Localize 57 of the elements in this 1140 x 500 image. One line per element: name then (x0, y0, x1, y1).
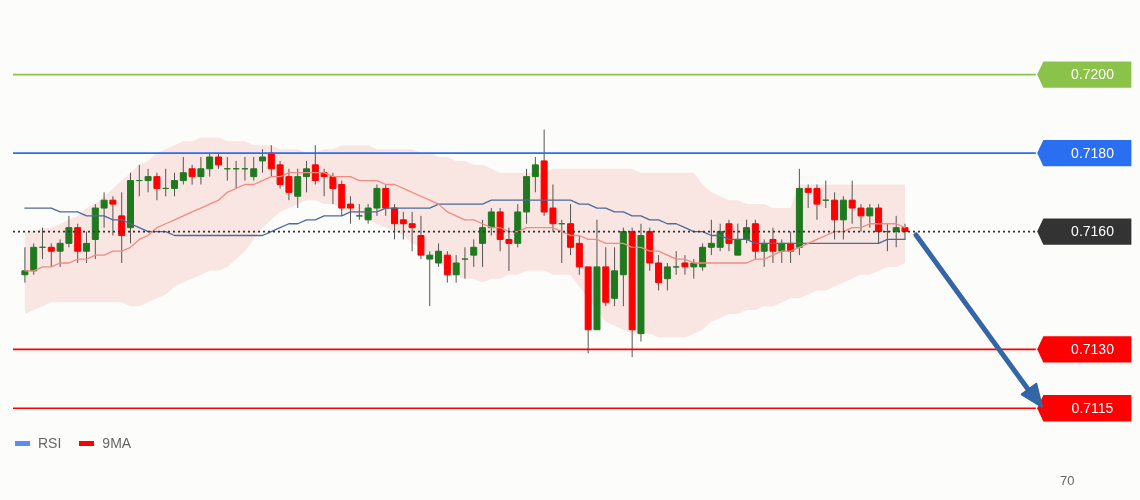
candlestick (734, 223, 742, 256)
legend-label: 9MA (102, 435, 132, 451)
candlestick (443, 250, 451, 284)
candlestick (487, 207, 495, 237)
candlestick (479, 219, 487, 268)
candlestick (461, 246, 469, 280)
y-tick-label: 0.7160 (1071, 223, 1115, 240)
candlestick (769, 227, 777, 264)
candlestick (21, 246, 29, 284)
candlestick (831, 191, 839, 240)
candlestick (892, 215, 900, 248)
candlestick (250, 156, 258, 182)
candlestick (707, 219, 715, 256)
y-tick-label: 0.7200 (1071, 66, 1115, 83)
candlestick (690, 258, 698, 280)
candlestick (672, 250, 680, 276)
candlestick (347, 195, 355, 225)
candlestick (435, 242, 443, 268)
y-tick-label: 0.7130 (1071, 340, 1115, 357)
candlestick (303, 160, 311, 193)
candlestick (575, 235, 583, 276)
candlestick (144, 168, 152, 193)
candlestick (382, 183, 390, 217)
candlestick (452, 254, 460, 284)
candlestick (118, 191, 126, 264)
candlestick (426, 250, 434, 307)
candlestick (47, 242, 55, 268)
candlestick (391, 203, 399, 240)
candlestick (171, 172, 179, 197)
candlestick (655, 254, 663, 291)
candlestick (153, 172, 161, 201)
candlestick (531, 156, 539, 193)
candlestick (839, 195, 847, 240)
candlestick (567, 203, 575, 256)
candlestick (179, 156, 187, 185)
candlestick (663, 262, 671, 291)
y-tick-label: 0.7180 (1071, 144, 1115, 161)
candlestick (294, 168, 302, 209)
candlestick (74, 223, 82, 264)
candlestick (83, 231, 90, 264)
candlestick (901, 223, 909, 240)
candlestick (109, 195, 117, 237)
candlestick (875, 203, 883, 244)
candlestick (188, 164, 196, 185)
candlestick (417, 215, 425, 260)
candlestick (716, 223, 724, 252)
candlestick (30, 242, 38, 276)
legend-label: RSI (38, 435, 62, 451)
candlestick (681, 254, 689, 276)
y-tick-label: 0.7115 (1071, 399, 1114, 416)
candlestick (259, 148, 267, 174)
candlestick (470, 238, 478, 268)
candlestick (743, 219, 751, 244)
candlestick (760, 238, 768, 268)
candlestick (699, 242, 707, 272)
candlestick (866, 203, 874, 229)
text: 70 (1060, 473, 1075, 488)
